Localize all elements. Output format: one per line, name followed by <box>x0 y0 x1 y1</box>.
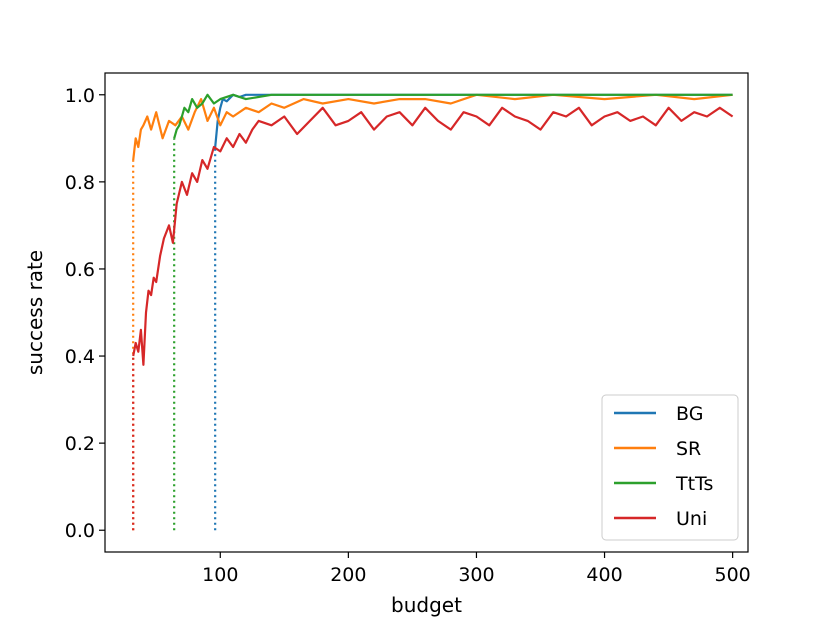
x-tick-label: 100 <box>202 564 238 586</box>
y-tick-label: 0.0 <box>65 520 95 542</box>
y-tick-label: 0.4 <box>65 346 95 368</box>
y-tick-label: 0.2 <box>65 433 95 455</box>
x-tick-label: 400 <box>586 564 622 586</box>
series-line-ttts <box>173 93 733 139</box>
x-axis: 100 200 300 400 500 <box>202 552 751 586</box>
y-tick-label: 0.6 <box>65 259 95 281</box>
legend-box <box>601 394 739 541</box>
legend: BG SR TtTs Uni <box>601 394 739 541</box>
series-line-uni <box>132 106 734 366</box>
legend-label-sr: SR <box>676 438 701 460</box>
series-line-sr <box>132 93 733 161</box>
y-axis-label: success rate <box>23 250 47 375</box>
y-tick-label: 1.0 <box>65 85 95 107</box>
x-tick-label: 500 <box>714 564 750 586</box>
series-line-bg <box>214 93 733 148</box>
y-tick-label: 0.8 <box>65 172 95 194</box>
x-tick-label: 200 <box>330 564 366 586</box>
x-axis-label: budget <box>391 593 462 617</box>
plot-frame <box>104 72 749 553</box>
x-tick-label: 300 <box>458 564 494 586</box>
y-axis: 0.0 0.2 0.4 0.6 0.8 1.0 <box>65 85 105 542</box>
legend-label-uni: Uni <box>676 508 707 530</box>
legend-label-bg: BG <box>676 403 703 425</box>
legend-label-ttts: TtTs <box>675 473 713 495</box>
plot-area <box>104 72 749 553</box>
